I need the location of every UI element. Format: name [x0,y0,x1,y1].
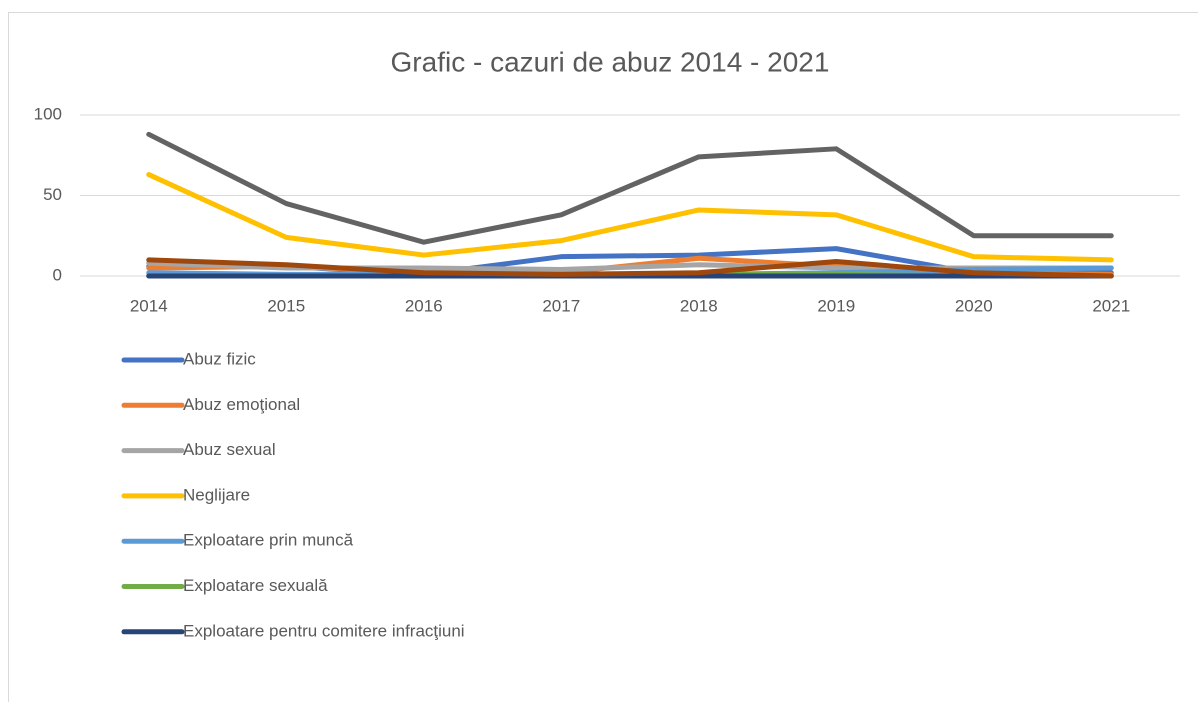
legend-label: Abuz sexual [183,440,276,459]
legend-label: Neglijare [183,485,250,504]
legend-label: Abuz fizic [183,349,256,368]
x-tick-label: 2019 [817,296,855,315]
legend-label: Exploatare sexuală [183,576,328,595]
x-tick-label: 2017 [542,296,580,315]
chart-title: Grafic - cazuri de abuz 2014 - 2021 [391,46,830,77]
x-tick-label: 2018 [680,296,718,315]
y-tick-label: 50 [43,185,62,204]
series-line [146,172,1114,263]
x-tick-label: 2020 [955,296,993,315]
y-tick-label: 100 [34,104,62,123]
series-line [146,131,1114,245]
x-tick-label: 2014 [130,296,168,315]
series-line [146,257,1114,279]
legend-label: Exploatare pentru comitere infracţiuni [183,621,465,640]
x-tick-label: 2021 [1092,296,1130,315]
x-tick-label: 2015 [267,296,305,315]
legend-label: Abuz emoţional [183,395,300,414]
legend-label: Exploatare prin muncă [183,531,354,550]
y-tick-label: 0 [53,265,62,284]
x-tick-label: 2016 [405,296,443,315]
